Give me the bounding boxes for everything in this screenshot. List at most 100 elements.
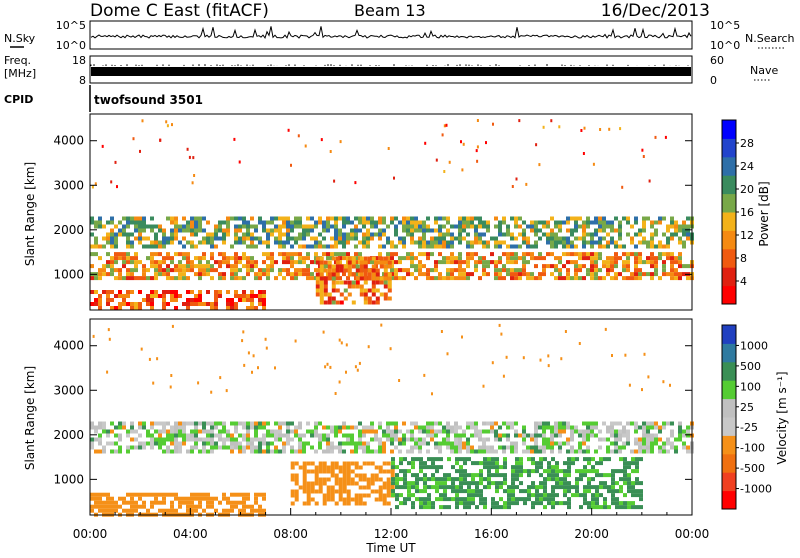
heatmap-cell (218, 264, 222, 269)
heatmap-cell (487, 485, 491, 490)
heatmap-cell (306, 481, 311, 486)
heatmap-cell (458, 449, 462, 454)
heatmap-cell (570, 244, 574, 249)
heatmap-cell (330, 252, 334, 257)
heatmap-cell (491, 461, 495, 466)
heatmap-cell (491, 505, 495, 510)
heatmap-cell (582, 240, 586, 245)
heatmap-cell (450, 429, 454, 434)
heatmap-cell (462, 216, 466, 221)
heatmap-cell (566, 240, 570, 245)
heatmap-cell (138, 302, 142, 306)
heatmap-cell (331, 264, 336, 269)
heatmap-cell (358, 465, 363, 470)
heatmap-cell (466, 232, 470, 237)
heatmap-cell (466, 449, 470, 454)
heatmap-cell (150, 260, 154, 265)
heatmap-cell (287, 128, 290, 132)
heatmap-cell (274, 276, 278, 281)
heatmap-cell (434, 276, 438, 281)
heatmap-cell (290, 477, 295, 482)
heatmap-cell (450, 445, 454, 450)
heatmap-cell (246, 264, 250, 269)
heatmap-cell (574, 244, 578, 249)
heatmap-cell (486, 260, 490, 265)
heatmap-cell (638, 256, 642, 261)
heatmap-cell (411, 485, 415, 490)
heatmap-cell (554, 236, 558, 241)
heatmap-cell (559, 485, 563, 490)
heatmap-cell (174, 276, 178, 281)
heatmap-cell (554, 429, 558, 434)
heatmap-cell (338, 276, 342, 281)
heatmap-cell (386, 236, 390, 241)
heatmap-cell (614, 252, 618, 257)
heatmap-cell (686, 224, 690, 229)
heatmap-cell (126, 272, 130, 277)
heatmap-cell (574, 264, 578, 269)
heatmap-cell (250, 264, 254, 269)
heatmap-cell (459, 497, 463, 502)
heatmap-cell (178, 276, 182, 281)
heatmap-cell (535, 465, 539, 470)
heatmap-cell (390, 272, 394, 277)
heatmap-cell (587, 461, 591, 466)
heatmap-cell (594, 449, 598, 454)
heatmap-cell (318, 437, 322, 442)
heatmap-cell (538, 163, 541, 167)
heatmap-cell (431, 477, 435, 482)
heatmap-cell (274, 236, 278, 241)
heatmap-cell (218, 437, 222, 442)
heatmap-cell (438, 429, 442, 434)
heatmap-cell (174, 421, 178, 426)
heatmap-cell (670, 433, 674, 438)
heatmap-cell (646, 437, 650, 442)
velocity-colorbar-swatch (722, 435, 736, 455)
heatmap-cell (426, 449, 430, 454)
heatmap-cell (530, 220, 534, 225)
x-tick-label: 16:00 (474, 527, 509, 541)
heatmap-cell (359, 292, 364, 297)
heatmap-cell (182, 421, 186, 426)
heatmap-cell (590, 264, 594, 269)
heatmap-cell (503, 501, 507, 506)
heatmap-cell (346, 425, 350, 430)
heatmap-cell (306, 461, 311, 466)
heatmap-cell (570, 232, 574, 237)
heatmap-cell (560, 357, 563, 361)
heatmap-cell (618, 236, 622, 241)
heatmap-cell (678, 252, 682, 257)
heatmap-cell (454, 256, 458, 261)
heatmap-cell (266, 240, 270, 245)
heatmap-cell (286, 268, 290, 273)
heatmap-cell (538, 228, 542, 233)
heatmap-cell (495, 461, 499, 466)
date-title: 16/Dec/2013 (601, 1, 710, 21)
heatmap-cell (631, 505, 635, 510)
heatmap-cell (486, 437, 490, 442)
heatmap-cell (547, 364, 550, 368)
velocity-colorbar-tick-label: -1000 (740, 483, 772, 496)
heatmap-cell (394, 437, 398, 442)
heatmap-cell (242, 240, 246, 245)
heatmap-cell (583, 465, 587, 470)
heatmap-cell (138, 240, 142, 245)
heatmap-cell (382, 449, 386, 454)
heatmap-cell (662, 244, 666, 249)
heatmap-cell (574, 220, 578, 225)
heatmap-cell (319, 276, 324, 281)
heatmap-cell (306, 256, 310, 261)
heatmap-cell (631, 469, 635, 474)
heatmap-cell (158, 492, 162, 497)
heatmap-cell (606, 449, 610, 454)
heatmap-cell (338, 256, 342, 261)
heatmap-cell (206, 232, 210, 237)
heatmap-cell (478, 260, 482, 265)
heatmap-cell (634, 252, 638, 257)
heatmap-cell (362, 433, 366, 438)
heatmap-cell (547, 477, 551, 482)
heatmap-cell (594, 252, 598, 257)
heatmap-cell (322, 252, 326, 257)
heatmap-cell (334, 481, 339, 486)
